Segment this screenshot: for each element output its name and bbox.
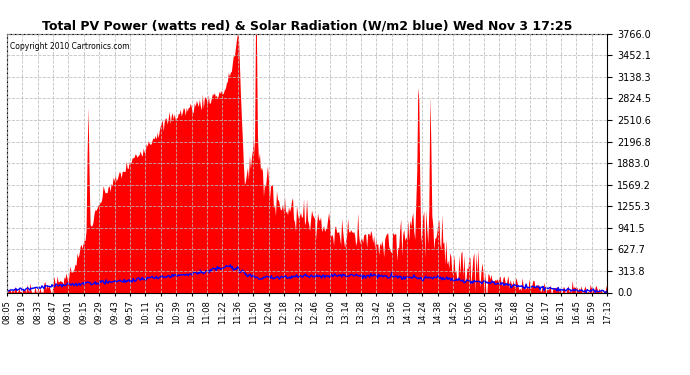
Text: Copyright 2010 Cartronics.com: Copyright 2010 Cartronics.com (10, 42, 130, 51)
Title: Total PV Power (watts red) & Solar Radiation (W/m2 blue) Wed Nov 3 17:25: Total PV Power (watts red) & Solar Radia… (42, 20, 572, 33)
